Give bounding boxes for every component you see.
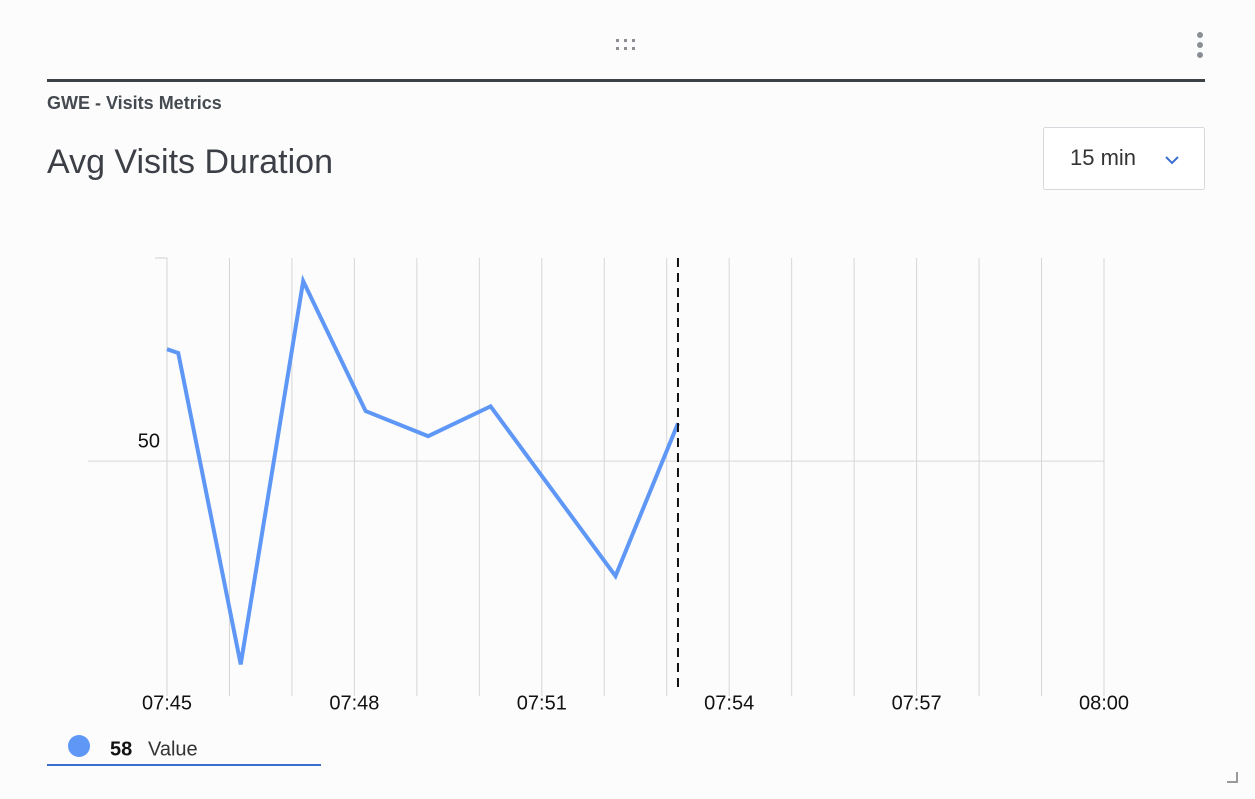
x-tick-label: 07:48 bbox=[329, 692, 379, 714]
y-tick-label: 50 bbox=[138, 430, 160, 452]
range-dropdown[interactable]: 15 min bbox=[1043, 127, 1205, 190]
x-tick-label: 07:51 bbox=[517, 692, 567, 714]
series-line bbox=[166, 274, 680, 665]
widget-category: GWE - Visits Metrics bbox=[47, 93, 222, 113]
resize-handle[interactable] bbox=[1227, 772, 1238, 783]
x-tick-label: 08:00 bbox=[1079, 692, 1129, 714]
chart-title: Avg Visits Duration bbox=[47, 143, 333, 181]
range-label: 15 min bbox=[1070, 145, 1136, 170]
x-tick-label: 07:45 bbox=[142, 692, 192, 714]
header-rule bbox=[47, 79, 1205, 82]
x-tick-label: 07:57 bbox=[892, 692, 942, 714]
legend-underline bbox=[47, 764, 321, 766]
legend-current-value: 58 bbox=[110, 738, 132, 760]
menu-button[interactable] bbox=[1197, 32, 1203, 58]
legend-swatch bbox=[68, 735, 90, 757]
legend: 58 Value bbox=[47, 735, 321, 766]
legend-label: Value bbox=[148, 738, 198, 760]
drag-handle[interactable] bbox=[616, 39, 635, 50]
x-tick-label: 07:54 bbox=[704, 692, 754, 714]
